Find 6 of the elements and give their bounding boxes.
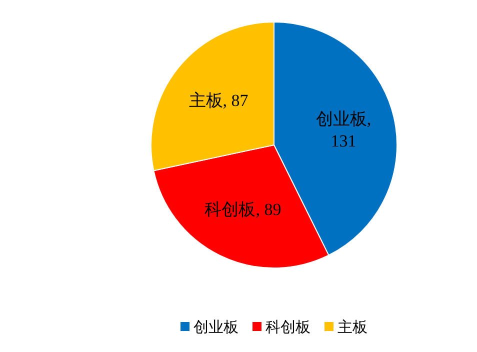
data-label: 主板, 87 <box>188 91 249 110</box>
legend-label: 科创板 <box>266 319 310 336</box>
legend-label: 主板 <box>338 319 368 336</box>
data-label: 创业板, 131 <box>316 110 372 151</box>
legend-label: 创业板 <box>194 319 238 336</box>
data-label: 科创板, 89 <box>204 200 282 220</box>
